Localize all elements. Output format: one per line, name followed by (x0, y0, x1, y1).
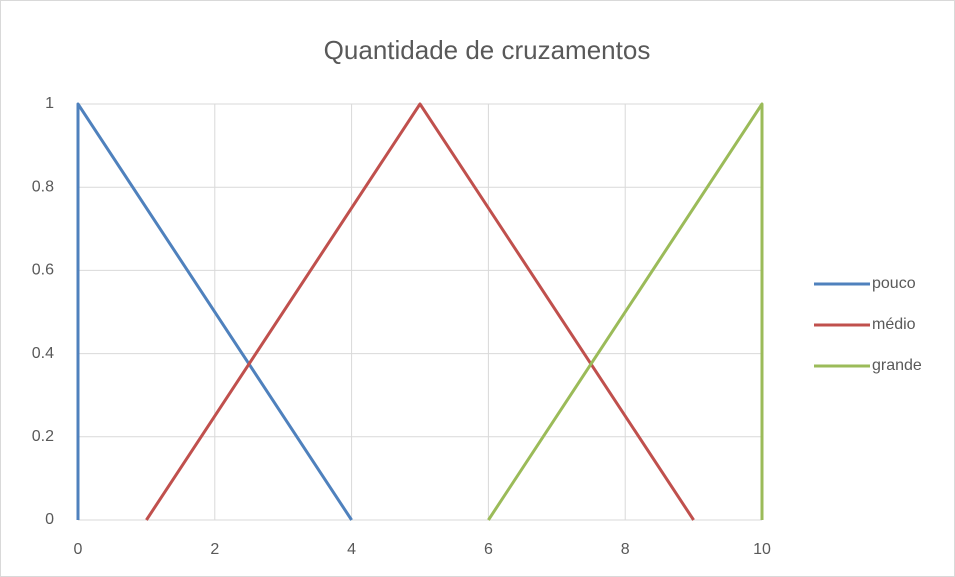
series-line (487, 102, 764, 521)
y-tick-label: 0.6 (32, 262, 54, 279)
x-tick-label: 10 (753, 541, 771, 558)
y-tick-label: 0 (45, 511, 54, 528)
y-tick-label: 1 (45, 95, 54, 112)
legend-label: médio (872, 316, 916, 333)
series-line (145, 102, 695, 521)
x-tick-label: 6 (484, 541, 493, 558)
legend-label: pouco (872, 275, 916, 292)
series-line (76, 102, 353, 521)
x-tick-label: 8 (621, 541, 630, 558)
y-tick-label: 0.8 (32, 178, 54, 195)
x-tick-label: 0 (74, 541, 83, 558)
x-tick-label: 2 (210, 541, 219, 558)
y-tick-label: 0.4 (32, 345, 54, 362)
legend-label: grande (872, 357, 922, 374)
y-tick-label: 0.2 (32, 428, 54, 445)
x-tick-label: 4 (347, 541, 356, 558)
chart-title: Quantidade de cruzamentos (324, 35, 651, 65)
